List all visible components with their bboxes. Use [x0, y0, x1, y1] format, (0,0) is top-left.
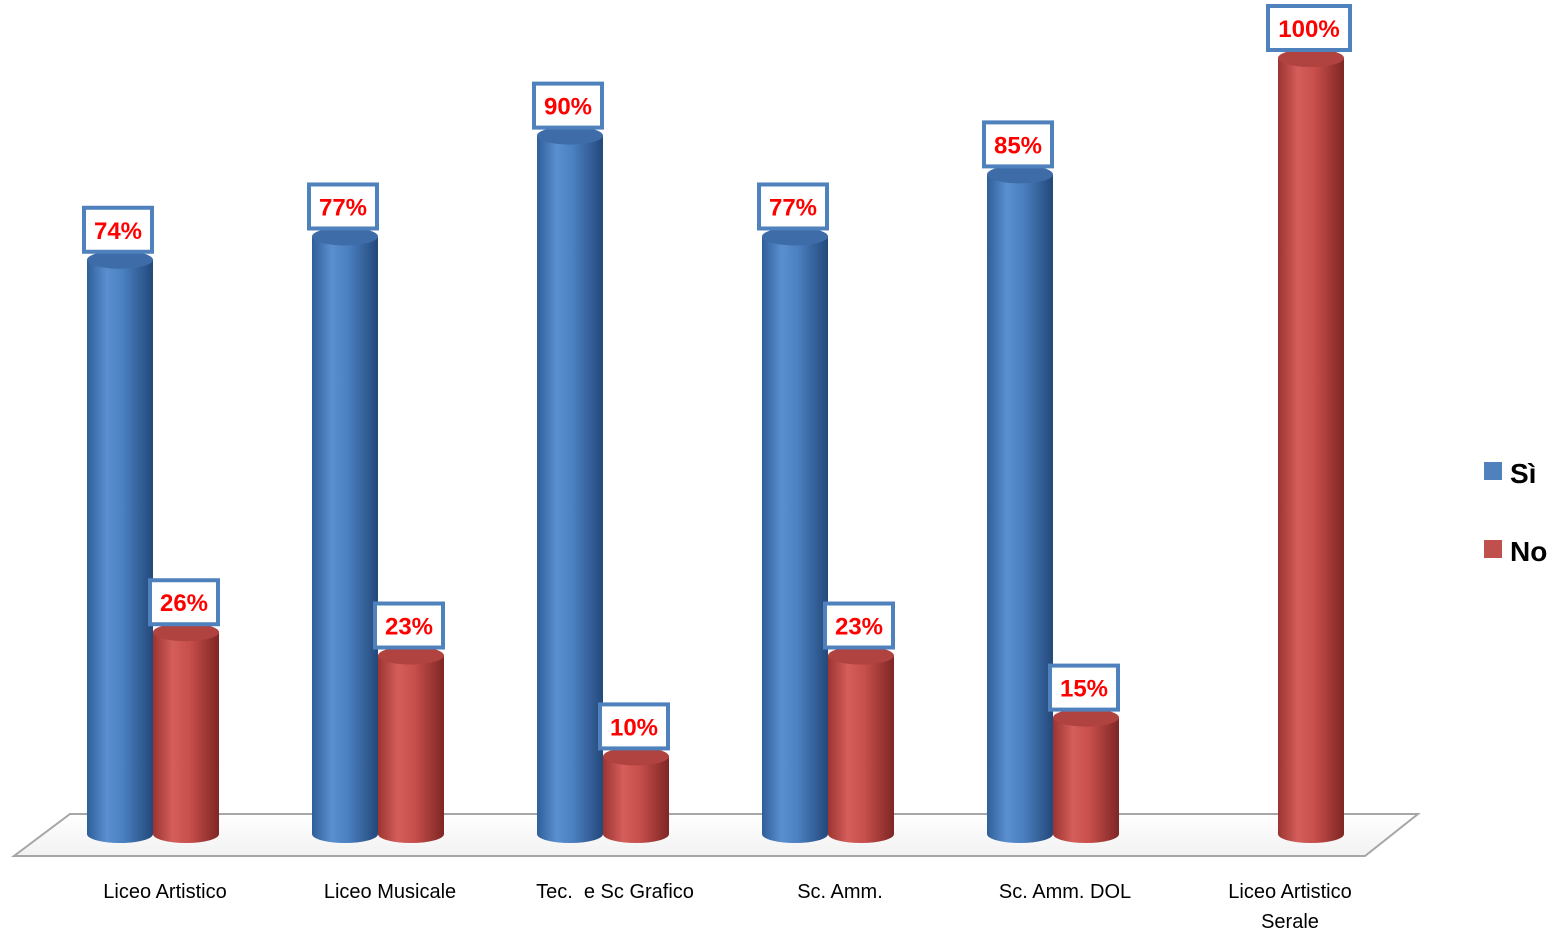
bar-top — [1278, 49, 1344, 67]
legend-label-no: No — [1510, 536, 1547, 567]
bar-si-3 — [762, 227, 828, 844]
value-label-box — [373, 601, 445, 650]
bar-top — [828, 646, 894, 665]
value-label-box — [757, 182, 829, 231]
value-label-no-4: 15% — [1048, 663, 1120, 712]
value-label-text: 77% — [319, 194, 367, 221]
value-label-no-5: 100% — [1266, 4, 1352, 52]
legend-label-si: Sì — [1510, 458, 1536, 489]
value-label-text: 100% — [1278, 16, 1339, 43]
bar-no-3 — [828, 646, 894, 843]
value-label-box — [1048, 663, 1120, 712]
value-label-box — [1266, 4, 1352, 52]
bar-body — [312, 236, 378, 844]
value-label-box — [532, 81, 604, 130]
category-label-1: Liceo Musicale — [324, 881, 456, 903]
bar-body — [87, 259, 153, 843]
bar-no-0 — [153, 623, 219, 843]
bar-body — [987, 174, 1053, 843]
bar-si-1 — [312, 227, 378, 844]
value-label-no-0: 26% — [148, 578, 220, 627]
bar-top — [312, 227, 378, 246]
value-label-si-1: 77% — [307, 182, 379, 231]
value-label-box — [982, 120, 1054, 169]
legend: Sì No — [1484, 458, 1547, 567]
category-label-5: Serale — [1261, 911, 1319, 933]
value-label-box — [307, 182, 379, 231]
category-label-0: Liceo Artistico — [103, 881, 226, 903]
bar-si-0 — [87, 250, 153, 843]
value-label-no-2: 10% — [598, 702, 670, 751]
value-label-si-0: 74% — [82, 205, 154, 254]
bar-si-2 — [537, 126, 603, 844]
bar-top — [603, 747, 669, 766]
value-label-text: 77% — [769, 194, 817, 221]
value-label-box — [598, 702, 670, 751]
bar-top — [87, 250, 153, 269]
bar-top — [537, 126, 603, 145]
bar-body — [762, 236, 828, 844]
bar-body — [153, 632, 219, 843]
legend-swatch-si — [1484, 462, 1502, 480]
category-label-4: Sc. Amm. DOL — [999, 881, 1131, 903]
bar-body — [603, 756, 669, 843]
bar-top — [1053, 708, 1119, 727]
value-label-text: 85% — [994, 132, 1042, 159]
value-label-box — [148, 578, 220, 627]
chart-floor — [11, 813, 1421, 857]
category-label-3: Sc. Amm. — [797, 881, 883, 903]
value-label-text: 15% — [1060, 676, 1108, 703]
value-label-si-3: 77% — [757, 182, 829, 231]
bar-body — [828, 655, 894, 843]
bar-no-1 — [378, 646, 444, 843]
value-label-text: 23% — [835, 614, 883, 641]
bar-top — [987, 165, 1053, 184]
bar-top — [153, 623, 219, 642]
bar-no-4 — [1053, 708, 1119, 843]
bars-layer — [87, 49, 1344, 844]
category-labels-layer: Liceo Artistico Liceo Musicale Tec. e Sc G… — [103, 881, 1351, 933]
value-label-si-2: 90% — [532, 81, 604, 130]
value-label-no-1: 23% — [373, 601, 445, 650]
value-labels-layer: 74% 26% 77% 23% 90% 10% 77% 23% 85% 15% 100% — [82, 4, 1352, 751]
bar-si-4 — [987, 165, 1053, 843]
bar-body — [1278, 58, 1344, 843]
bar-body — [378, 655, 444, 843]
category-label-2: Tec. e Sc Grafico — [536, 881, 694, 903]
bar-no-5 — [1278, 49, 1344, 843]
category-label-5: Liceo Artistico — [1228, 881, 1351, 903]
value-label-text: 74% — [94, 218, 142, 245]
value-label-text: 26% — [160, 590, 208, 617]
value-label-no-3: 23% — [823, 601, 895, 650]
value-label-text: 23% — [385, 614, 433, 641]
bar-top — [378, 646, 444, 665]
value-label-box — [823, 601, 895, 650]
value-label-si-4: 85% — [982, 120, 1054, 169]
value-label-box — [82, 205, 154, 254]
bar-body — [1053, 717, 1119, 843]
value-label-text: 90% — [544, 94, 592, 121]
legend-swatch-no — [1484, 540, 1502, 558]
bar-body — [537, 135, 603, 844]
bar-no-2 — [603, 747, 669, 843]
value-label-text: 10% — [610, 714, 658, 741]
bar-top — [762, 227, 828, 246]
